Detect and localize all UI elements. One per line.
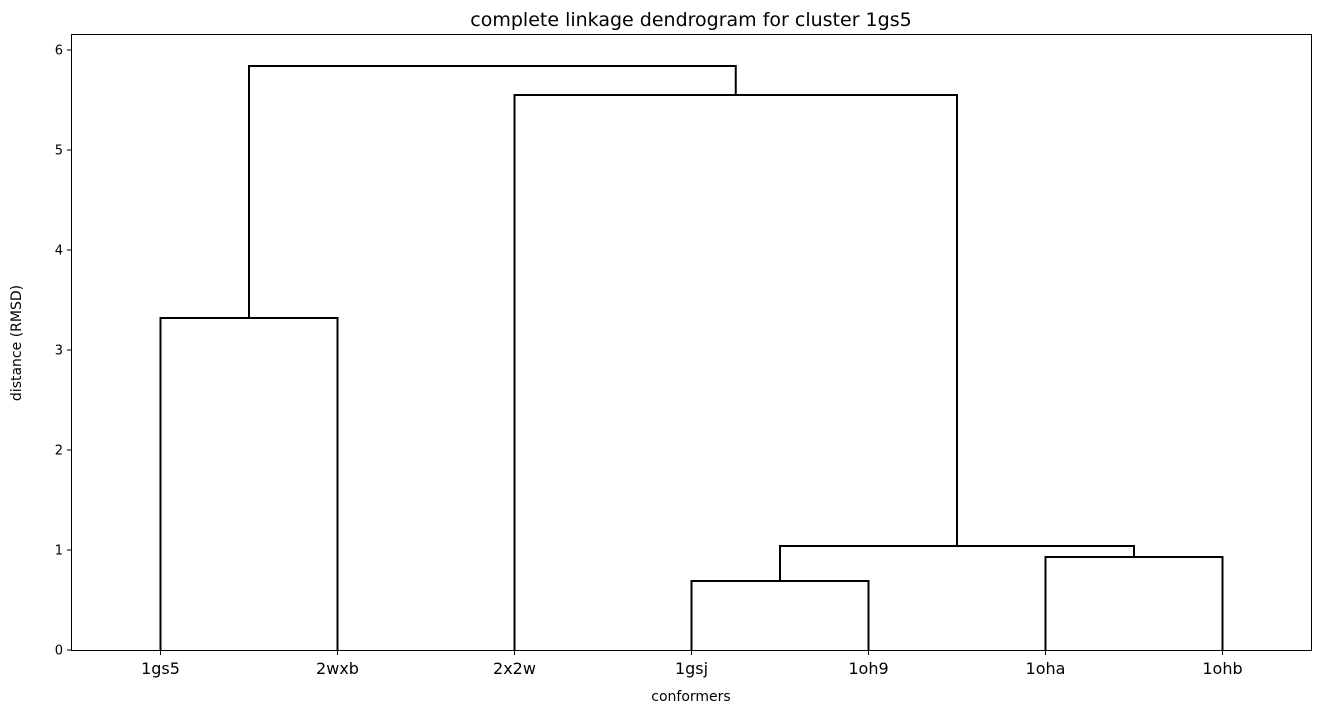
link-1gs5+2wxb-2x2w+1gsj+1oh9+1oha+1ohb xyxy=(248,65,737,318)
y-axis-label: distance (RMSD) xyxy=(9,285,25,401)
dendrogram-links xyxy=(159,65,1224,650)
link-1gsj+1oh9-1oha+1ohb xyxy=(779,545,1135,581)
link-2x2w-1gsj+1oh9+1oha+1ohb xyxy=(513,94,958,650)
link-1gs5-2wxb xyxy=(159,317,339,650)
leaf-label-2x2w: 2x2w xyxy=(493,659,536,678)
leaf-label-1gsj: 1gsj xyxy=(675,659,708,678)
y-tick-label: 0 xyxy=(55,644,63,659)
link-1gsj-1oh9 xyxy=(690,580,870,650)
y-tick-label: 3 xyxy=(55,344,63,359)
leaf-label-1oha: 1oha xyxy=(1026,659,1066,678)
y-tick-label: 4 xyxy=(55,244,63,259)
y-tick-label: 6 xyxy=(55,44,63,59)
leaf-label-1gs5: 1gs5 xyxy=(141,659,180,678)
y-tick-label: 1 xyxy=(55,544,63,559)
leaf-label-1oh9: 1oh9 xyxy=(848,659,888,678)
link-1oha-1ohb xyxy=(1044,556,1224,650)
y-tick-label: 2 xyxy=(55,444,63,459)
y-axis: 0 1 2 3 4 5 6 xyxy=(55,44,72,659)
chart-title: complete linkage dendrogram for cluster … xyxy=(470,9,911,31)
leaf-label-1ohb: 1ohb xyxy=(1202,659,1242,678)
x-axis-label: conformers xyxy=(651,689,730,705)
x-axis: 1gs5 2wxb 2x2w 1gsj 1oh9 1oha 1ohb xyxy=(141,650,1243,678)
plot-area xyxy=(71,34,1312,651)
y-tick-label: 5 xyxy=(55,144,63,159)
leaf-label-2wxb: 2wxb xyxy=(316,659,359,678)
